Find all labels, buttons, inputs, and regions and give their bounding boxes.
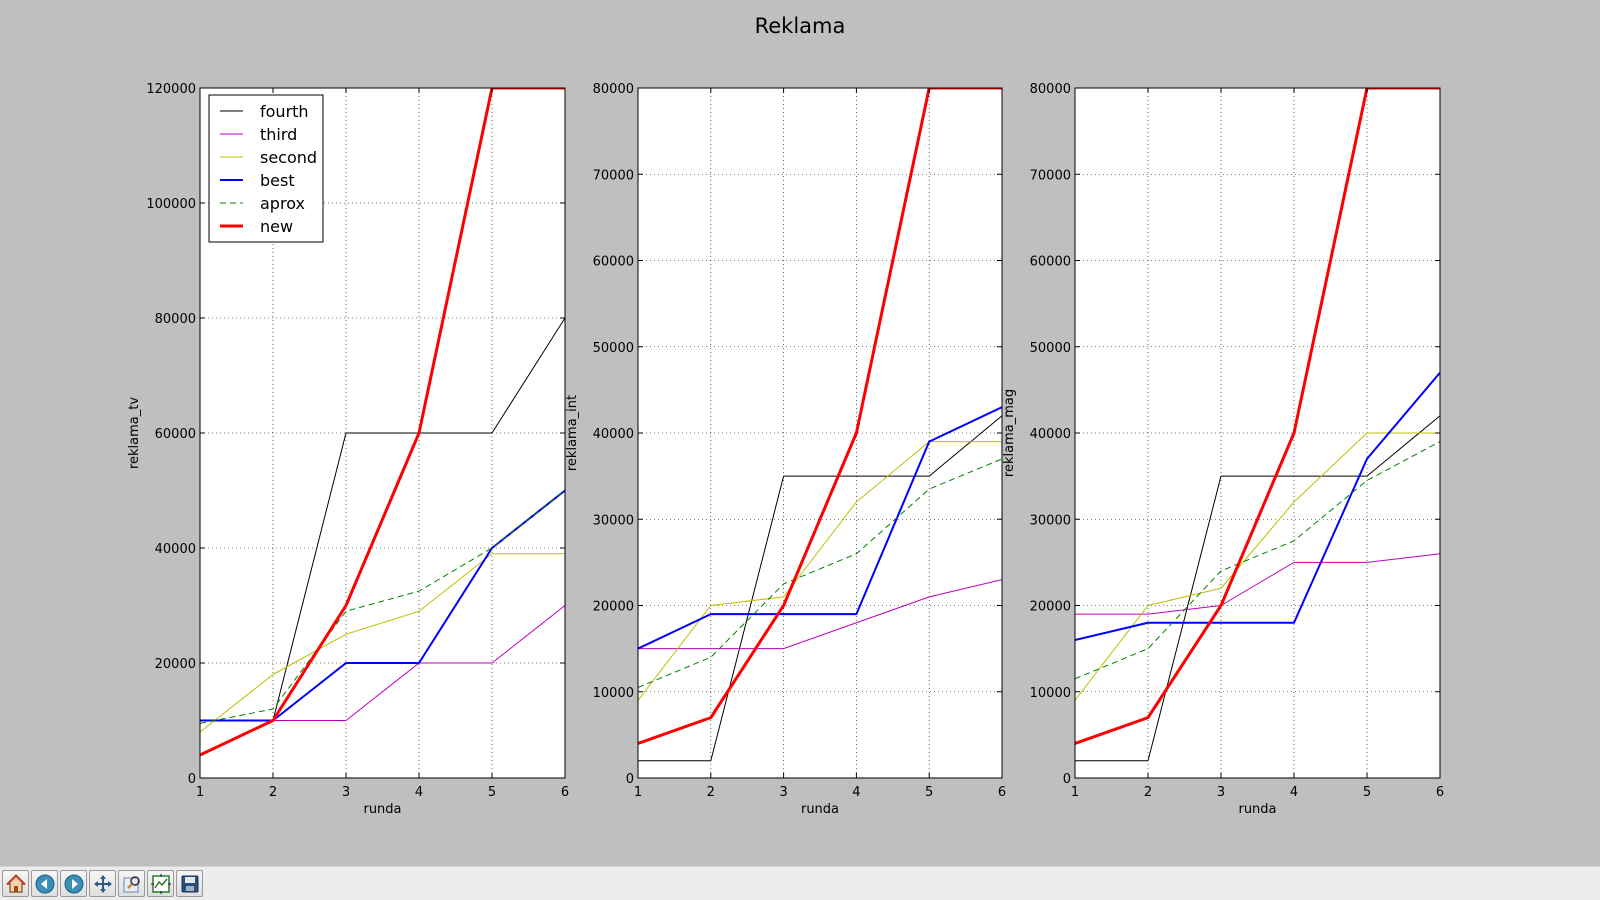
series-group — [638, 88, 1002, 762]
series-line-best — [638, 406, 1002, 650]
x-tick-label: 4 — [415, 785, 423, 800]
save-icon — [181, 875, 198, 892]
series-line-new — [638, 88, 1002, 745]
y-tick-label: 20000 — [155, 657, 196, 672]
y-axis-label: reklama_int — [565, 395, 580, 471]
home-button[interactable] — [2, 870, 29, 897]
navigation-toolbar — [0, 866, 1600, 900]
series-line-third — [1075, 553, 1440, 615]
y-tick-label: 80000 — [1030, 82, 1071, 97]
y-tick-label: 0 — [188, 772, 196, 787]
legend-label-best: best — [260, 171, 295, 190]
y-tick-label: 0 — [1063, 772, 1071, 787]
x-tick-label: 2 — [707, 785, 715, 800]
y-tick-label: 20000 — [593, 600, 634, 615]
series-line-best — [1075, 371, 1440, 641]
y-tick-label: 60000 — [593, 255, 634, 270]
y-tick-label: 10000 — [1030, 686, 1071, 701]
legend-label-second: second — [260, 148, 317, 167]
series-line-third — [638, 579, 1002, 650]
pan-button[interactable] — [89, 870, 116, 897]
x-tick-label: 3 — [1217, 785, 1225, 800]
x-axis-label: runda — [363, 802, 401, 817]
legend: fourth third second best aprox new — [208, 94, 324, 243]
y-tick-label: 20000 — [1030, 600, 1071, 615]
x-tick-label: 5 — [488, 785, 496, 800]
y-tick-label: 30000 — [593, 513, 634, 528]
x-tick-label: 2 — [269, 785, 277, 800]
back-icon — [35, 874, 54, 893]
y-tick-label: 40000 — [1030, 427, 1071, 442]
x-axis-label: runda — [1238, 802, 1276, 817]
figure-title: Reklama — [755, 14, 846, 38]
x-tick-label: 1 — [1071, 785, 1079, 800]
subplots-button[interactable] — [147, 870, 174, 897]
save-button[interactable] — [176, 870, 203, 897]
x-tick-label: 4 — [1290, 785, 1298, 800]
y-tick-label: 60000 — [155, 427, 196, 442]
x-tick-label: 3 — [342, 785, 350, 800]
subplots-icon — [150, 873, 171, 894]
legend-label-new: new — [260, 217, 293, 236]
y-tick-label: 70000 — [1030, 168, 1071, 183]
zoom-icon — [123, 875, 140, 892]
y-axis-label: reklama_tv — [127, 397, 142, 469]
chart-panel-3: 1 2 3 4 5 6 0 10000 20000 30000 40000 50000 60000 700… — [1002, 82, 1444, 817]
series-line-second — [638, 441, 1002, 701]
pan-icon — [93, 874, 112, 893]
series-line-second — [1075, 432, 1440, 701]
x-tick-label: 3 — [779, 785, 787, 800]
x-tick-label: 4 — [852, 785, 860, 800]
back-button[interactable] — [31, 870, 58, 897]
figure: Reklama 1 2 3 4 5 6 0 20000 40000 60000 80000 10000… — [127, 14, 1445, 817]
y-tick-label: 10000 — [593, 686, 634, 701]
y-tick-label: 70000 — [593, 168, 634, 183]
x-tick-label: 5 — [925, 785, 933, 800]
chart-panel-1: 1 2 3 4 5 6 0 20000 40000 60000 80000 100000 120000 r… — [127, 82, 569, 817]
legend-label-fourth: fourth — [260, 102, 309, 121]
x-tick-label: 1 — [634, 785, 642, 800]
y-tick-label: 40000 — [593, 427, 634, 442]
x-tick-label: 1 — [196, 785, 204, 800]
chart-panel-2: 1 2 3 4 5 6 0 10000 20000 30000 40000 50000 60000 700… — [565, 82, 1006, 817]
legend-label-third: third — [260, 125, 297, 144]
y-tick-label: 0 — [626, 772, 634, 787]
series-line-fourth — [1075, 415, 1440, 762]
series-line-aprox — [638, 458, 1002, 688]
legend-label-aprox: aprox — [260, 194, 305, 213]
y-tick-label: 30000 — [1030, 513, 1071, 528]
series-group — [1075, 88, 1440, 762]
y-tick-label: 50000 — [1030, 341, 1071, 356]
y-tick-label: 80000 — [155, 312, 196, 327]
x-tick-label: 6 — [998, 785, 1006, 800]
y-axis-label: reklama_mag — [1002, 389, 1017, 477]
series-line-fourth — [638, 415, 1002, 762]
series-line-second — [200, 553, 565, 733]
series-line-aprox — [1075, 441, 1440, 680]
forward-button[interactable] — [60, 870, 87, 897]
y-tick-label: 40000 — [155, 542, 196, 557]
x-tick-label: 5 — [1363, 785, 1371, 800]
y-tick-label: 100000 — [146, 197, 196, 212]
forward-icon — [64, 874, 83, 893]
legend-box — [208, 94, 324, 243]
x-axis-label: runda — [801, 802, 839, 817]
x-tick-label: 6 — [1436, 785, 1444, 800]
series-group — [200, 88, 565, 757]
y-tick-label: 50000 — [593, 341, 634, 356]
y-tick-label: 120000 — [146, 82, 196, 97]
home-icon — [5, 873, 26, 893]
series-line-new — [200, 88, 565, 757]
x-tick-label: 2 — [1144, 785, 1152, 800]
y-tick-label: 60000 — [1030, 255, 1071, 270]
series-line-aprox — [200, 490, 565, 724]
zoom-button[interactable] — [118, 870, 145, 897]
y-tick-label: 80000 — [593, 82, 634, 97]
x-tick-label: 6 — [561, 785, 569, 800]
series-line-new — [1075, 88, 1440, 745]
figure-canvas: Reklama 1 2 3 4 5 6 0 20000 40000 60000 80000 10000… — [127, 14, 1444, 817]
